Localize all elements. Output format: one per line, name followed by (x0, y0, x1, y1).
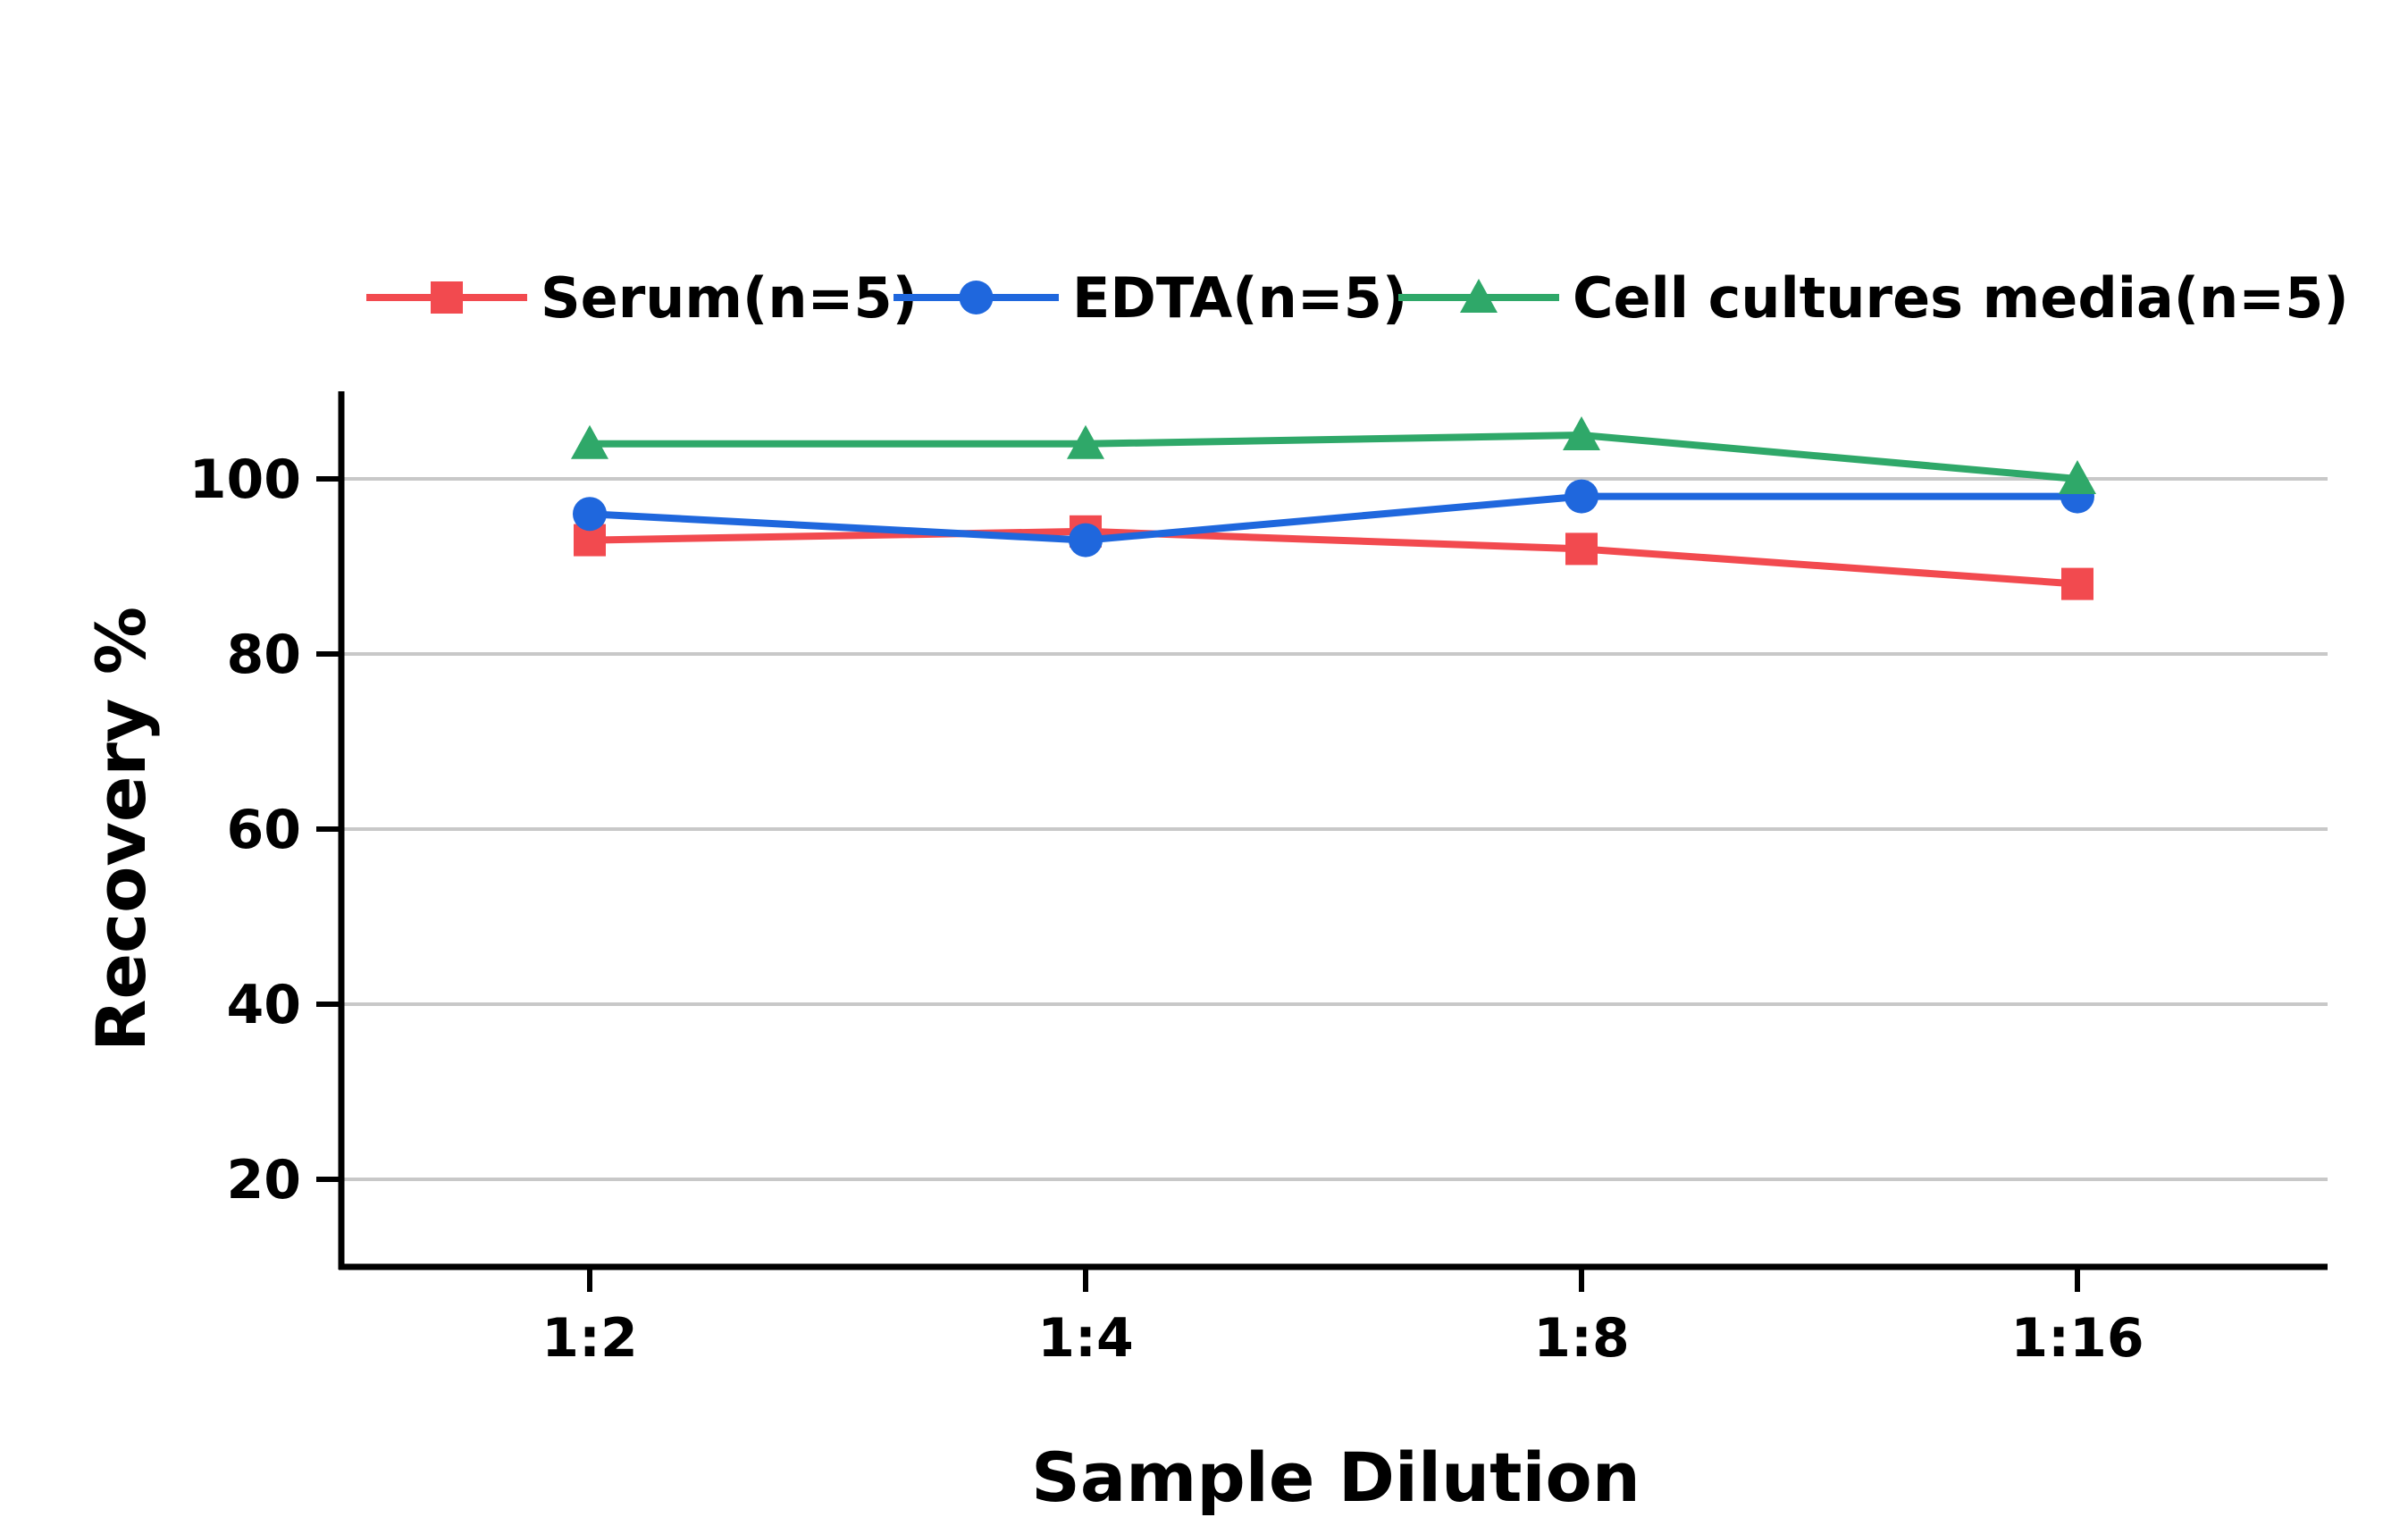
y-tick-label: 100 (189, 448, 301, 511)
y-tick-label: 80 (227, 624, 302, 686)
data-point (1565, 479, 1598, 514)
data-point (1563, 416, 1600, 450)
gridlines (341, 477, 2328, 1181)
legend-entry-2: EDTA(n=5) (894, 265, 1407, 331)
data-point (1565, 532, 1598, 566)
x-axis-title: Sample Dilution (1031, 1438, 1640, 1517)
data-point (571, 424, 608, 459)
series-3 (571, 416, 2096, 494)
series-layer (571, 416, 2096, 600)
legend-label: EDTA(n=5) (1072, 265, 1407, 331)
x-tick-label: 1:8 (1533, 1307, 1630, 1370)
y-tick-label: 40 (227, 974, 302, 1036)
legend-entry-1: Serum(n=5) (366, 265, 918, 331)
series-line (589, 527, 2078, 588)
y-axis-title: Recovery % (81, 607, 161, 1052)
legend-label: Cell cultures media(n=5) (1573, 265, 2349, 331)
data-point (573, 497, 607, 532)
legend-label: Serum(n=5) (541, 265, 918, 331)
legend-swatch-marker (1460, 279, 1498, 313)
axes: 20 40 60 80 100 1:2 1:4 1:8 1:16 (189, 391, 2328, 1370)
legend-swatch-marker (431, 281, 463, 314)
series-line (590, 432, 2078, 482)
series-2 (573, 479, 2094, 557)
x-tick-label: 1:16 (2010, 1307, 2144, 1370)
y-tick-label: 60 (227, 799, 302, 861)
data-point (2061, 567, 2093, 600)
data-point (2059, 460, 2096, 494)
data-point (1067, 424, 1104, 459)
legend: Serum(n=5) EDTA(n=5) Cell cultures media(n… (366, 265, 2349, 331)
legend-swatch-marker (959, 281, 994, 314)
x-tick-label: 1:4 (1037, 1307, 1134, 1370)
data-point (1069, 523, 1103, 557)
series-line (589, 492, 2077, 544)
y-tick-label: 20 (227, 1149, 302, 1211)
legend-entry-3: Cell cultures media(n=5) (1398, 265, 2349, 331)
x-tick-label: 1:2 (541, 1307, 638, 1370)
series-1 (574, 515, 2093, 600)
